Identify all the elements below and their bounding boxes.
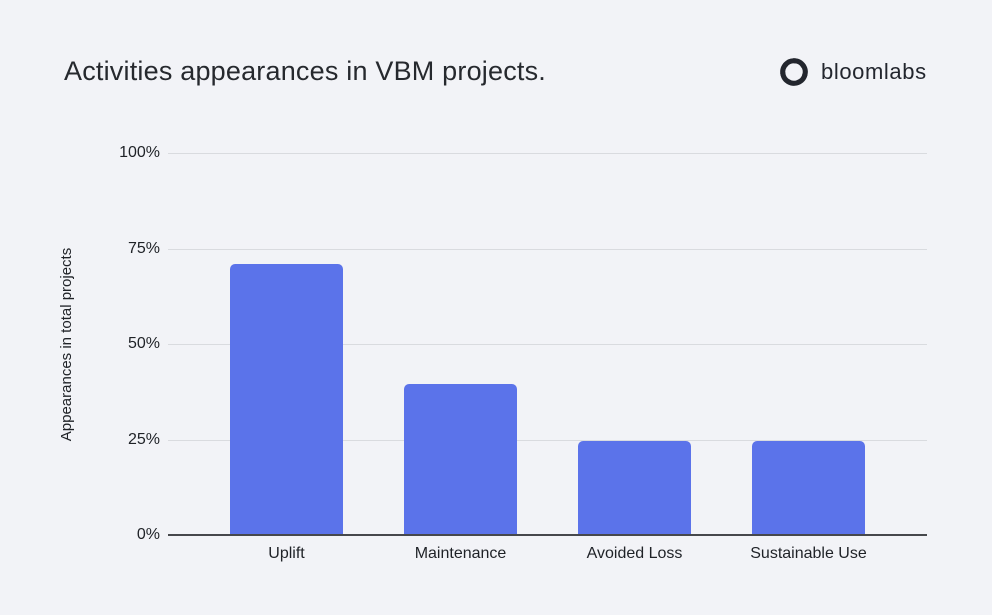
y-tick-label-100: 100% <box>119 144 160 161</box>
logo-wordmark: bloomlabs <box>821 59 927 84</box>
y-tick-label-25: 25% <box>127 430 160 448</box>
y-axis-title: Appearances in total projects <box>58 247 76 441</box>
x-tick-label-avoided-loss: Avoided Loss <box>586 545 683 562</box>
x-axis-line <box>168 534 927 536</box>
y-tick-label-75: 75% <box>127 239 160 257</box>
gridline-75 <box>168 248 927 250</box>
x-tick-label-sustainable-use: Sustainable Use <box>750 545 867 562</box>
gridline-100 <box>168 153 927 154</box>
bar-avoided-loss <box>578 441 691 535</box>
plot-area: 0% 25% 50% 75% 100% Uplift Maintenance Avoided … <box>119 144 927 562</box>
x-tick-label-uplift: Uplift <box>268 545 305 562</box>
pinwheel-flower-icon <box>776 54 812 90</box>
x-tick-label-maintenance: Maintenance <box>414 545 507 562</box>
bloomlabs-logo: bloomlabs <box>776 54 927 90</box>
bar-sustainable-use <box>752 441 865 535</box>
bar-maintenance <box>404 384 517 535</box>
gridline-50 <box>168 344 927 345</box>
y-tick-label-0: 0% <box>136 526 160 543</box>
bar-uplift <box>230 263 343 535</box>
gridline-25 <box>168 439 927 441</box>
page-title: Activities appearances in VBM projects. <box>64 56 547 86</box>
y-tick-label-50: 50% <box>127 335 160 352</box>
